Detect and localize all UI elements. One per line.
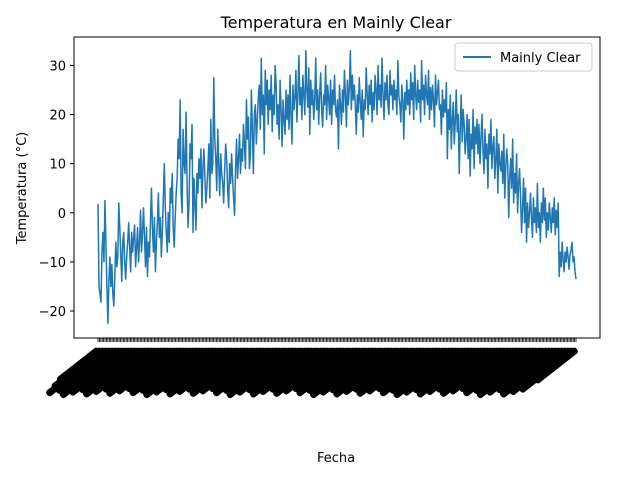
legend: Mainly Clear <box>454 42 593 72</box>
y-tick-label: −20 <box>39 305 66 320</box>
y-ticks: −20 −10 0 10 20 30 <box>39 59 74 320</box>
x-tick-marks <box>97 338 577 342</box>
chart-title: Temperatura en Mainly Clear <box>220 13 452 32</box>
x-tick-labels <box>46 347 578 399</box>
x-tick-label <box>534 347 578 384</box>
x-axis-label: Fecha <box>317 451 355 466</box>
legend-box <box>454 42 593 72</box>
y-tick-label: 10 <box>49 158 66 173</box>
series-line-mainly-clear <box>97 50 577 325</box>
legend-label-mainly-clear: Mainly Clear <box>500 51 581 66</box>
y-tick-label: −10 <box>39 256 66 271</box>
y-tick-label: 0 <box>58 207 66 222</box>
y-tick-label: 30 <box>49 59 66 74</box>
y-tick-label: 20 <box>49 109 66 124</box>
axes-frame <box>73 36 601 339</box>
y-axis-label: Temperatura (°C) <box>15 132 30 245</box>
